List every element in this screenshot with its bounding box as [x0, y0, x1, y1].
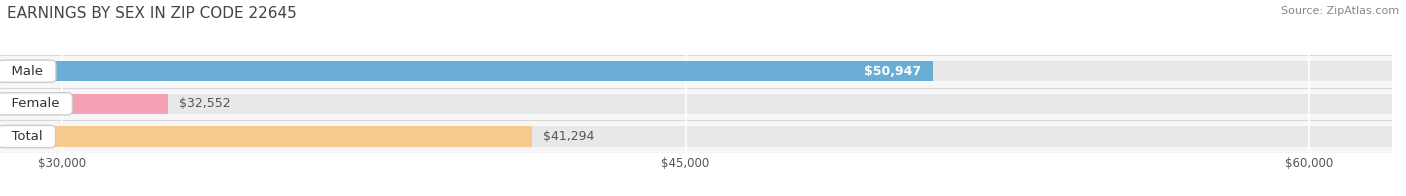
Text: EARNINGS BY SEX IN ZIP CODE 22645: EARNINGS BY SEX IN ZIP CODE 22645: [7, 6, 297, 21]
Text: Female: Female: [3, 97, 67, 110]
Bar: [0, 94, 169, 114]
Text: $50,947: $50,947: [865, 65, 921, 78]
Text: Total: Total: [3, 130, 51, 143]
Text: $32,552: $32,552: [180, 97, 231, 110]
Text: $41,294: $41,294: [543, 130, 595, 143]
Bar: [0, 61, 932, 81]
Text: Source: ZipAtlas.com: Source: ZipAtlas.com: [1281, 6, 1399, 16]
Bar: [0, 88, 1392, 120]
Bar: [0, 126, 531, 147]
Bar: [0, 120, 1392, 153]
Bar: [0, 94, 1392, 114]
Bar: [0, 55, 1392, 88]
Bar: [0, 61, 1392, 81]
Text: Male: Male: [3, 65, 51, 78]
Bar: [0, 126, 1392, 147]
